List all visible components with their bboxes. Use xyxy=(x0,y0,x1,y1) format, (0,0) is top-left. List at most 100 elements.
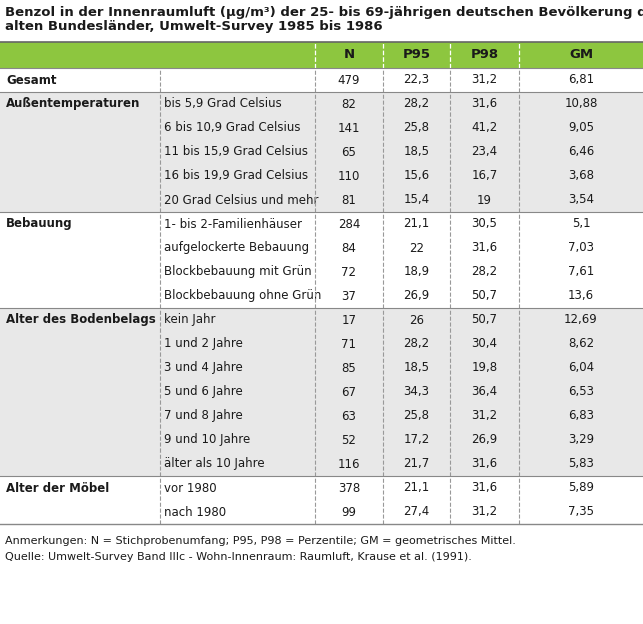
Text: 18,5: 18,5 xyxy=(404,145,430,158)
Text: 13,6: 13,6 xyxy=(568,290,594,303)
Text: 110: 110 xyxy=(338,170,360,182)
Text: 378: 378 xyxy=(338,482,360,494)
Text: N: N xyxy=(343,49,354,62)
Text: 31,2: 31,2 xyxy=(471,409,498,422)
Text: 479: 479 xyxy=(338,74,360,87)
Text: 81: 81 xyxy=(341,193,356,207)
Text: 28,2: 28,2 xyxy=(471,265,498,278)
Text: Anmerkungen: N = Stichprobenumfang; P95, P98 = Perzentile; GM = geometrisches Mi: Anmerkungen: N = Stichprobenumfang; P95,… xyxy=(5,536,516,546)
Text: 50,7: 50,7 xyxy=(471,313,498,326)
Text: 31,6: 31,6 xyxy=(471,241,498,255)
Text: 30,5: 30,5 xyxy=(471,218,498,230)
Text: 284: 284 xyxy=(338,218,360,230)
Bar xyxy=(0,164,643,188)
Text: 3 und 4 Jahre: 3 und 4 Jahre xyxy=(164,361,243,374)
Text: 63: 63 xyxy=(341,409,356,422)
Text: 27,4: 27,4 xyxy=(403,505,430,519)
Text: 52: 52 xyxy=(341,434,356,447)
Bar xyxy=(0,116,643,140)
Text: 12,69: 12,69 xyxy=(564,313,598,326)
Text: vor 1980: vor 1980 xyxy=(164,482,217,494)
Text: kein Jahr: kein Jahr xyxy=(164,313,215,326)
Bar xyxy=(0,452,643,476)
Text: 141: 141 xyxy=(338,122,360,135)
Text: 5,83: 5,83 xyxy=(568,457,594,470)
Bar xyxy=(0,284,643,308)
Text: 6,81: 6,81 xyxy=(568,74,594,87)
Text: 31,6: 31,6 xyxy=(471,482,498,494)
Text: 16,7: 16,7 xyxy=(471,170,498,182)
Text: 6,53: 6,53 xyxy=(568,386,594,399)
Text: 5,1: 5,1 xyxy=(572,218,590,230)
Text: P95: P95 xyxy=(403,49,431,62)
Text: 28,2: 28,2 xyxy=(403,97,430,110)
Text: 30,4: 30,4 xyxy=(471,338,498,351)
Text: 28,2: 28,2 xyxy=(403,338,430,351)
Bar xyxy=(0,404,643,428)
Text: GM: GM xyxy=(569,49,593,62)
Text: 3,54: 3,54 xyxy=(568,193,594,207)
Text: Alter der Möbel: Alter der Möbel xyxy=(6,482,109,494)
Bar xyxy=(0,188,643,212)
Bar xyxy=(0,92,643,116)
Text: 18,9: 18,9 xyxy=(403,265,430,278)
Bar xyxy=(0,380,643,404)
Text: 9 und 10 Jahre: 9 und 10 Jahre xyxy=(164,434,250,447)
Text: 18,5: 18,5 xyxy=(404,361,430,374)
Bar xyxy=(0,68,643,92)
Text: 31,2: 31,2 xyxy=(471,505,498,519)
Text: 36,4: 36,4 xyxy=(471,386,498,399)
Text: 1- bis 2-Familienhäuser: 1- bis 2-Familienhäuser xyxy=(164,218,302,230)
Text: 5,89: 5,89 xyxy=(568,482,594,494)
Text: 31,6: 31,6 xyxy=(471,97,498,110)
Text: 19,8: 19,8 xyxy=(471,361,498,374)
Text: 26,9: 26,9 xyxy=(403,290,430,303)
Bar xyxy=(0,500,643,524)
Text: 6 bis 10,9 Grad Celsius: 6 bis 10,9 Grad Celsius xyxy=(164,122,300,135)
Bar xyxy=(0,42,643,68)
Text: 16 bis 19,9 Grad Celsius: 16 bis 19,9 Grad Celsius xyxy=(164,170,308,182)
Text: 22,3: 22,3 xyxy=(403,74,430,87)
Text: 116: 116 xyxy=(338,457,360,470)
Text: Gesamt: Gesamt xyxy=(6,74,57,87)
Text: 82: 82 xyxy=(341,97,356,110)
Text: 9,05: 9,05 xyxy=(568,122,594,135)
Bar xyxy=(0,236,643,260)
Text: 37: 37 xyxy=(341,290,356,303)
Text: 25,8: 25,8 xyxy=(404,122,430,135)
Text: Blockbebauung ohne Grün: Blockbebauung ohne Grün xyxy=(164,290,322,303)
Text: 31,6: 31,6 xyxy=(471,457,498,470)
Text: 23,4: 23,4 xyxy=(471,145,498,158)
Text: 71: 71 xyxy=(341,338,356,351)
Text: 85: 85 xyxy=(341,361,356,374)
Text: 26: 26 xyxy=(409,313,424,326)
Text: 67: 67 xyxy=(341,386,356,399)
Text: 17: 17 xyxy=(341,313,356,326)
Text: 41,2: 41,2 xyxy=(471,122,498,135)
Bar xyxy=(0,212,643,236)
Text: 7,35: 7,35 xyxy=(568,505,594,519)
Text: 6,83: 6,83 xyxy=(568,409,594,422)
Text: Außentemperaturen: Außentemperaturen xyxy=(6,97,140,110)
Text: Blockbebauung mit Grün: Blockbebauung mit Grün xyxy=(164,265,312,278)
Text: 34,3: 34,3 xyxy=(404,386,430,399)
Text: 6,04: 6,04 xyxy=(568,361,594,374)
Text: 99: 99 xyxy=(341,505,356,519)
Bar xyxy=(0,476,643,500)
Text: 6,46: 6,46 xyxy=(568,145,594,158)
Bar xyxy=(0,140,643,164)
Text: 21,1: 21,1 xyxy=(403,482,430,494)
Text: bis 5,9 Grad Celsius: bis 5,9 Grad Celsius xyxy=(164,97,282,110)
Text: 7 und 8 Jahre: 7 und 8 Jahre xyxy=(164,409,243,422)
Text: 3,29: 3,29 xyxy=(568,434,594,447)
Text: 22: 22 xyxy=(409,241,424,255)
Bar xyxy=(0,332,643,356)
Text: P98: P98 xyxy=(471,49,498,62)
Text: alten Bundesländer, Umwelt-Survey 1985 bis 1986: alten Bundesländer, Umwelt-Survey 1985 b… xyxy=(5,20,383,33)
Text: 5 und 6 Jahre: 5 und 6 Jahre xyxy=(164,386,243,399)
Text: 7,61: 7,61 xyxy=(568,265,594,278)
Text: 15,4: 15,4 xyxy=(403,193,430,207)
Text: 26,9: 26,9 xyxy=(471,434,498,447)
Text: 7,03: 7,03 xyxy=(568,241,594,255)
Text: 84: 84 xyxy=(341,241,356,255)
